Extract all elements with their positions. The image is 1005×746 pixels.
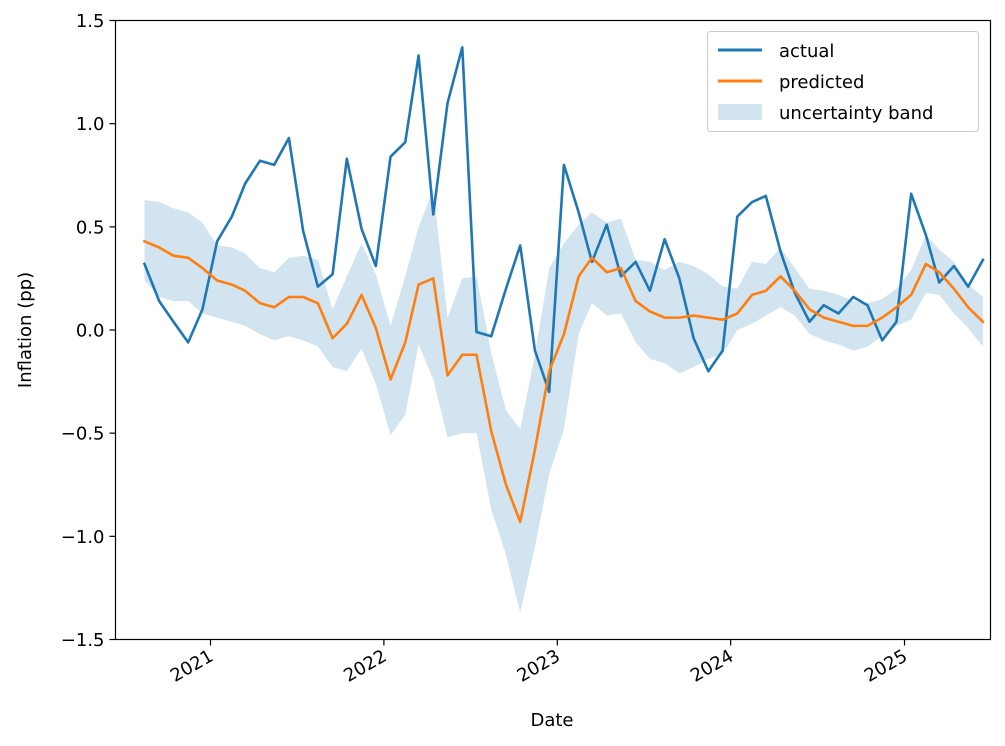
uncertainty-band (144, 189, 983, 613)
series-line-actual (142, 46, 985, 394)
uncertainty-band-layer (144, 189, 983, 613)
y-tick-label: 1.0 (76, 114, 105, 135)
legend-swatch-uncertainty-band (718, 104, 762, 120)
y-tick-label: 0.0 (76, 321, 105, 342)
legend-label-actual: actual (779, 41, 834, 62)
y-axis-label: Inflation (pp) (15, 272, 36, 388)
y-tick-label: −0.5 (61, 424, 105, 445)
legend-box (707, 31, 979, 132)
series-line-predicted (142, 239, 985, 524)
x-axis-label: Date (530, 710, 573, 731)
legend-label-predicted: predicted (779, 72, 864, 93)
legend-label-uncertainty-band: uncertainty band (779, 103, 933, 124)
y-axis: 1.5 1.0 0.5 0.0 −0.5 −1.0 −1.5 (61, 11, 116, 651)
legend: actual predicted uncertainty band (707, 31, 979, 132)
y-tick-label: −1.5 (61, 630, 105, 651)
series-layer (142, 46, 985, 524)
y-tick-label: 0.5 (76, 217, 105, 238)
y-tick-label: 1.5 (76, 11, 105, 32)
y-tick-label: −1.0 (61, 527, 105, 548)
